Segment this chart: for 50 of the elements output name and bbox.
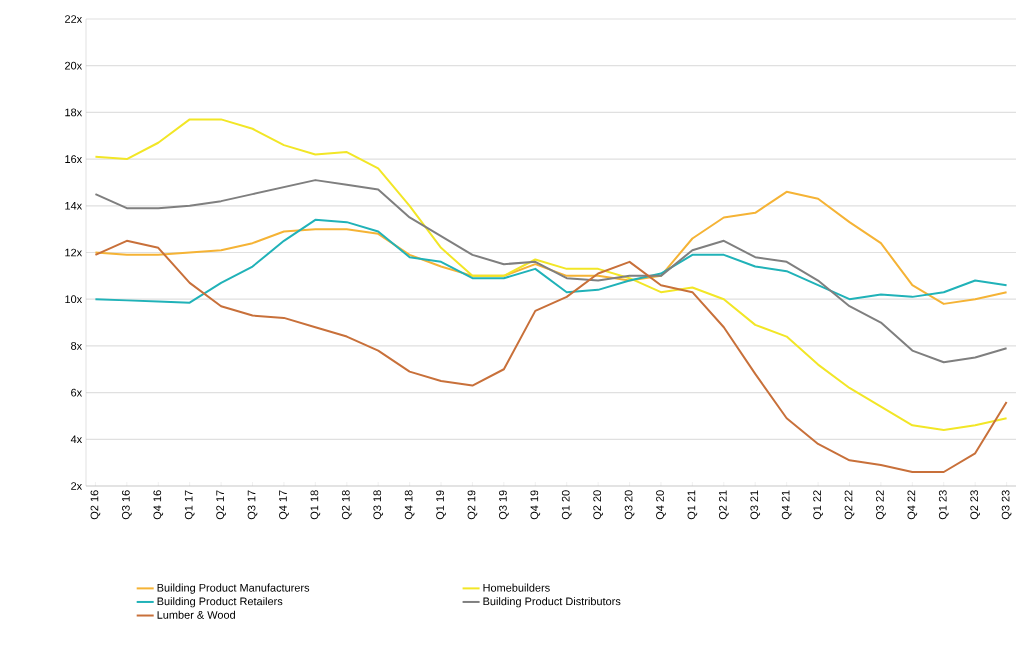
x-tick-label: Q1 21 [687,490,698,520]
x-tick-label: Q4 18 [404,490,415,520]
x-tick-label: Q4 19 [530,490,541,520]
line-series [94,190,1008,305]
x-tick-label: Q4 17 [279,490,289,520]
x-tick-label: Q3 22 [876,490,886,520]
x-tick-label: Q4 20 [656,490,666,520]
x-tick-label: Q1 22 [813,490,823,520]
x-tick-label: Q4 16 [153,490,164,520]
x-tick-label: Q1 23 [938,490,949,520]
legend-label: Lumber & Wood [157,610,235,619]
x-tick-label: Q3 23 [1001,490,1012,520]
x-tick-label: Q4 22 [907,490,918,520]
line-series [94,239,1008,473]
y-tick-label: 22x [65,15,83,23]
legend-label: Building Product Distributors [483,597,621,608]
x-tick-label: Q4 21 [781,490,792,520]
x-tick-label: Q3 21 [750,490,761,520]
x-tick-label: Q1 18 [310,490,321,520]
legend-label: Homebuilders [483,583,550,592]
x-tick-label: Q2 19 [467,490,478,520]
x-tick-label: Q2 22 [844,490,855,520]
x-tick-label: Q3 19 [499,490,509,520]
y-tick-label: 12x [65,248,83,257]
x-tick-label: Q2 17 [216,490,226,520]
y-tick-label: 2x [71,482,83,490]
x-tick-label: Q2 21 [718,490,729,520]
x-tick-label: Q2 20 [593,490,603,520]
y-tick-label: 16x [65,155,83,163]
y-tick-label: 6x [71,388,83,397]
x-tick-label: Q1 19 [436,490,446,520]
x-tick-label: Q3 18 [373,490,384,520]
y-tick-label: 18x [65,108,83,117]
y-tick-label: 4x [70,435,83,444]
x-tick-label: Q1 17 [184,490,195,520]
y-tick-label: 14x [65,202,83,210]
x-tick-label: Q2 23 [970,490,981,520]
y-tick-label: 20x [65,61,83,70]
y-tick-label: 8x [71,342,83,350]
y-tick-label: 10x [65,295,83,304]
x-tick-label: Q3 20 [624,490,635,520]
x-tick-label: Q1 20 [561,490,572,520]
line-series [94,118,1008,431]
legend-label: Building Product Manufacturers [157,583,310,594]
x-tick-label: Q2 18 [341,490,352,520]
x-tick-label: Q2 16 [90,490,101,520]
line-series [94,218,1008,304]
x-tick-label: Q3 17 [247,490,258,520]
legend-label: Building Product Retailers [157,597,283,608]
x-tick-label: Q3 16 [122,490,132,520]
